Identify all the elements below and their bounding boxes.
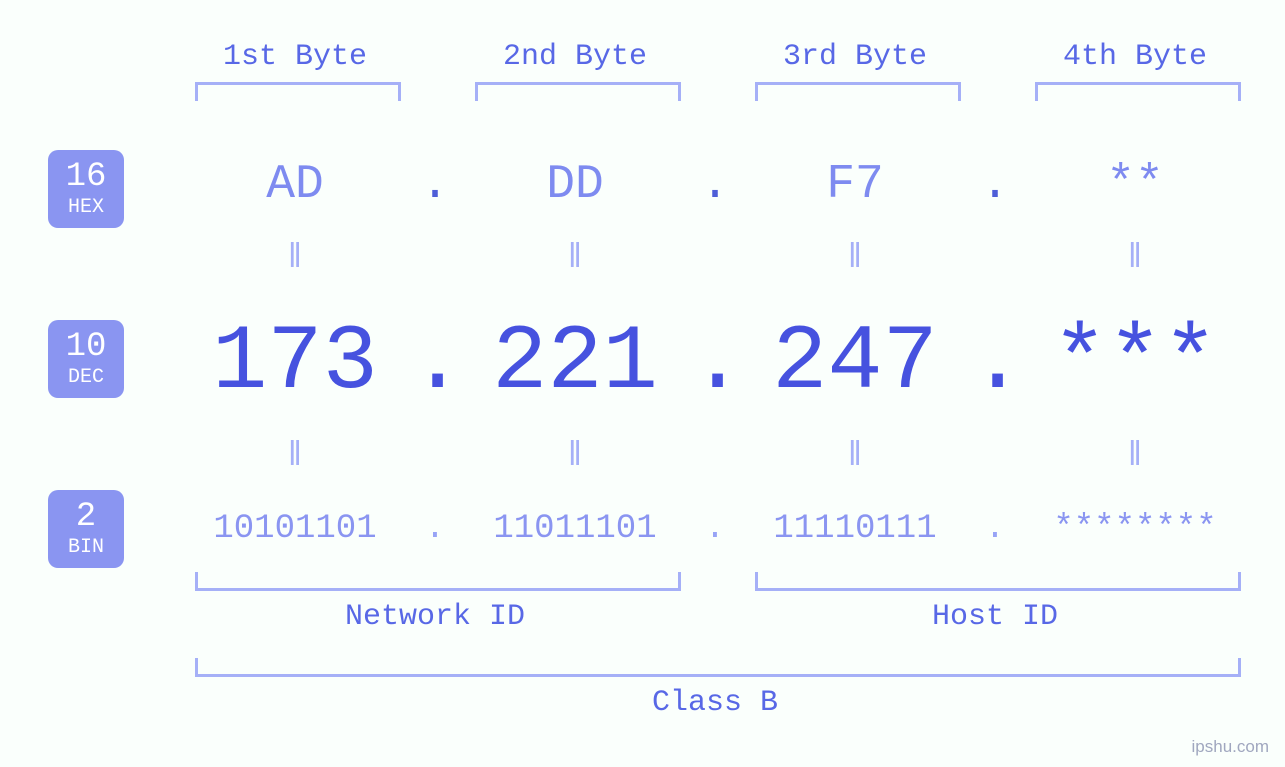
badge-label: DEC xyxy=(68,367,104,388)
dec-byte-4: *** xyxy=(1020,310,1250,415)
dot: . xyxy=(690,158,740,212)
byte-header-3: 3rd Byte xyxy=(755,40,955,74)
watermark: ipshu.com xyxy=(1192,737,1269,757)
equals-row-2: ǁ ǁ ǁ ǁ xyxy=(180,438,1250,476)
equals-row-1: ǁ ǁ ǁ ǁ xyxy=(180,240,1250,278)
hex-byte-3: F7 xyxy=(740,158,970,212)
equals-icon: ǁ xyxy=(740,240,970,278)
dec-byte-1: 173 xyxy=(180,310,410,415)
bin-byte-3: 11110111 xyxy=(740,510,970,548)
badge-label: BIN xyxy=(68,537,104,558)
bin-row: 10101101 . 11011101 . 11110111 . *******… xyxy=(180,510,1250,548)
dot: . xyxy=(410,510,460,548)
dot: . xyxy=(410,158,460,212)
dot: . xyxy=(970,510,1020,548)
bin-byte-4: ******** xyxy=(1020,510,1250,548)
hex-byte-4: ** xyxy=(1020,158,1250,212)
equals-icon: ǁ xyxy=(460,240,690,278)
top-bracket-4 xyxy=(1035,82,1241,101)
base-badge-dec: 10 DEC xyxy=(48,320,124,398)
dec-byte-2: 221 xyxy=(460,310,690,415)
byte-header-1: 1st Byte xyxy=(195,40,395,74)
hex-byte-2: DD xyxy=(460,158,690,212)
class-bracket xyxy=(195,658,1241,677)
top-bracket-3 xyxy=(755,82,961,101)
host-bracket xyxy=(755,572,1241,591)
equals-icon: ǁ xyxy=(1020,438,1250,476)
equals-icon: ǁ xyxy=(1020,240,1250,278)
base-badge-hex: 16 HEX xyxy=(48,150,124,228)
dot: . xyxy=(970,158,1020,212)
bin-byte-2: 11011101 xyxy=(460,510,690,548)
hex-byte-1: AD xyxy=(180,158,410,212)
equals-icon: ǁ xyxy=(460,438,690,476)
bin-byte-1: 10101101 xyxy=(180,510,410,548)
badge-number: 10 xyxy=(66,330,107,366)
network-id-label: Network ID xyxy=(195,600,675,634)
hex-row: AD . DD . F7 . ** xyxy=(180,158,1250,212)
top-bracket-1 xyxy=(195,82,401,101)
equals-icon: ǁ xyxy=(180,438,410,476)
equals-icon: ǁ xyxy=(180,240,410,278)
dec-byte-3: 247 xyxy=(740,310,970,415)
badge-number: 16 xyxy=(66,160,107,196)
byte-header-4: 4th Byte xyxy=(1035,40,1235,74)
dot: . xyxy=(690,510,740,548)
host-id-label: Host ID xyxy=(755,600,1235,634)
equals-icon: ǁ xyxy=(740,438,970,476)
class-label: Class B xyxy=(195,686,1235,720)
badge-number: 2 xyxy=(76,500,96,536)
byte-header-2: 2nd Byte xyxy=(475,40,675,74)
dec-row: 173 . 221 . 247 . *** xyxy=(180,310,1250,415)
badge-label: HEX xyxy=(68,197,104,218)
top-bracket-2 xyxy=(475,82,681,101)
base-badge-bin: 2 BIN xyxy=(48,490,124,568)
dot: . xyxy=(970,310,1020,415)
dot: . xyxy=(690,310,740,415)
network-bracket xyxy=(195,572,681,591)
dot: . xyxy=(410,310,460,415)
